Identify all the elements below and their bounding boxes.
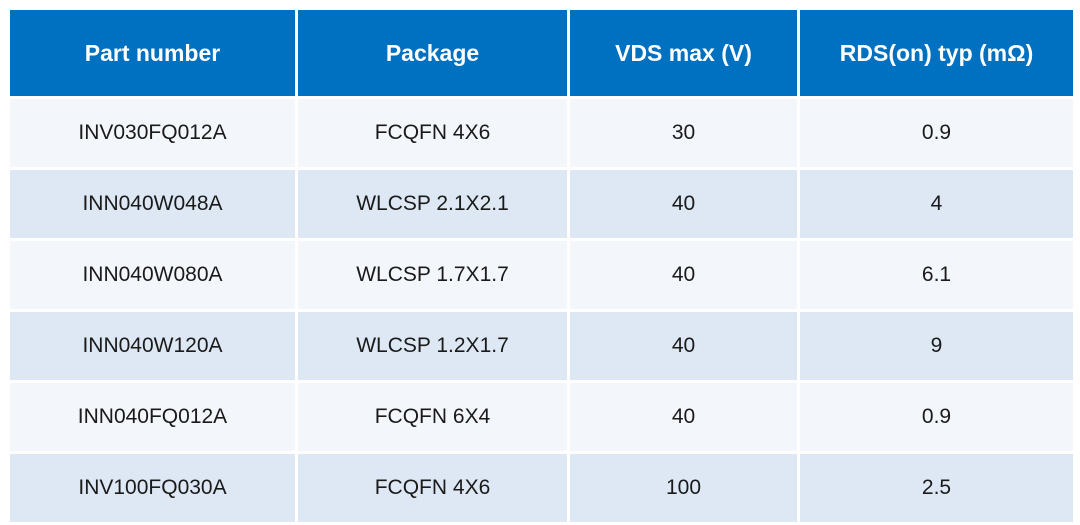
header-part-number: Part number xyxy=(10,10,295,96)
cell-package: WLCSP 1.7X1.7 xyxy=(298,241,567,309)
cell-rds-on: 0.9 xyxy=(800,99,1073,167)
cell-package: WLCSP 2.1X2.1 xyxy=(298,170,567,238)
table-row: INN040W080A WLCSP 1.7X1.7 40 6.1 xyxy=(10,241,1073,309)
cell-part-number: INN040W120A xyxy=(10,312,295,380)
table-header-row: Part number Package VDS max (V) RDS(on) … xyxy=(10,10,1073,96)
cell-vds-max: 40 xyxy=(570,170,797,238)
parts-table: Part number Package VDS max (V) RDS(on) … xyxy=(7,7,1076,525)
table-row: INN040FQ012A FCQFN 6X4 40 0.9 xyxy=(10,383,1073,451)
cell-part-number: INV030FQ012A xyxy=(10,99,295,167)
cell-package: FCQFN 4X6 xyxy=(298,99,567,167)
cell-part-number: INN040W080A xyxy=(10,241,295,309)
cell-package: FCQFN 6X4 xyxy=(298,383,567,451)
header-vds-max: VDS max (V) xyxy=(570,10,797,96)
header-rds-on: RDS(on) typ (mΩ) xyxy=(800,10,1073,96)
cell-rds-on: 4 xyxy=(800,170,1073,238)
cell-part-number: INV100FQ030A xyxy=(10,454,295,522)
cell-part-number: INN040FQ012A xyxy=(10,383,295,451)
cell-package: WLCSP 1.2X1.7 xyxy=(298,312,567,380)
cell-rds-on: 0.9 xyxy=(800,383,1073,451)
cell-vds-max: 30 xyxy=(570,99,797,167)
cell-vds-max: 40 xyxy=(570,241,797,309)
cell-vds-max: 40 xyxy=(570,383,797,451)
table-row: INN040W048A WLCSP 2.1X2.1 40 4 xyxy=(10,170,1073,238)
cell-rds-on: 6.1 xyxy=(800,241,1073,309)
cell-part-number: INN040W048A xyxy=(10,170,295,238)
cell-package: FCQFN 4X6 xyxy=(298,454,567,522)
cell-rds-on: 9 xyxy=(800,312,1073,380)
parts-table-container: Part number Package VDS max (V) RDS(on) … xyxy=(7,7,1073,522)
cell-vds-max: 40 xyxy=(570,312,797,380)
table-row: INN040W120A WLCSP 1.2X1.7 40 9 xyxy=(10,312,1073,380)
header-package: Package xyxy=(298,10,567,96)
table-row: INV030FQ012A FCQFN 4X6 30 0.9 xyxy=(10,99,1073,167)
cell-rds-on: 2.5 xyxy=(800,454,1073,522)
cell-vds-max: 100 xyxy=(570,454,797,522)
table-row: INV100FQ030A FCQFN 4X6 100 2.5 xyxy=(10,454,1073,522)
